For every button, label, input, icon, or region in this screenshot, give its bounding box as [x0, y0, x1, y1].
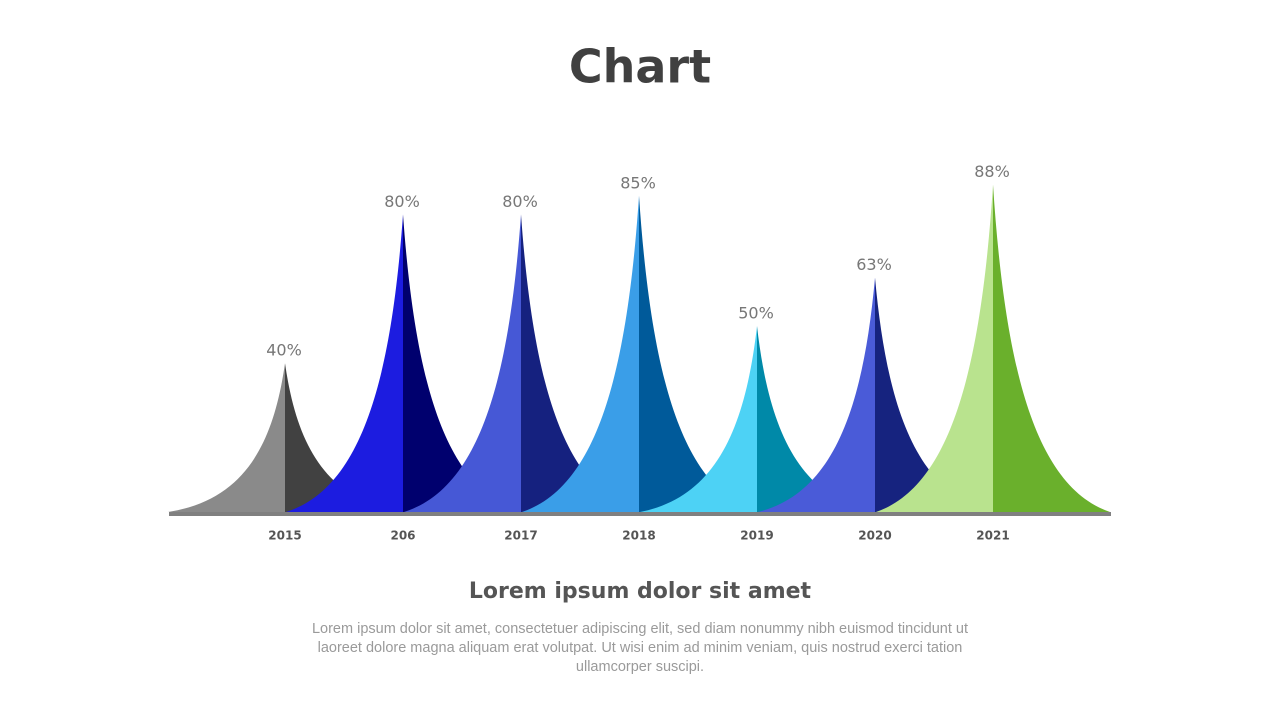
peak-left: [522, 195, 639, 513]
x-tick-label: 2017: [504, 529, 537, 543]
peak-left: [168, 363, 285, 512]
value-label: 50%: [738, 304, 774, 323]
peak-right: [285, 363, 402, 512]
peak-right: [993, 184, 1110, 512]
peak-right: [521, 214, 638, 512]
peak-left: [286, 214, 403, 512]
value-label: 40%: [266, 341, 302, 360]
peak-right: [875, 277, 992, 512]
value-label: 85%: [620, 173, 656, 192]
value-label: 63%: [856, 255, 892, 274]
plot: 40% 80% 80% 85% 50% 63% 88%: [168, 162, 1110, 513]
x-tick-label: 206: [390, 529, 415, 543]
value-label: 80%: [384, 192, 420, 211]
peak-left: [404, 214, 521, 512]
x-tick-label: 2018: [622, 529, 655, 543]
chart-title: Chart: [569, 40, 711, 94]
value-label: 80%: [502, 192, 538, 211]
x-tick-label: 2020: [858, 529, 891, 543]
peak-left: [758, 277, 875, 512]
subtitle: Lorem ipsum dolor sit amet: [469, 579, 812, 604]
peak-left: [876, 184, 993, 512]
value-label: 88%: [974, 162, 1010, 181]
x-tick-label: 2015: [268, 529, 301, 543]
peak-right: [639, 195, 756, 513]
x-tick-label: 2021: [976, 529, 1009, 543]
peak-right: [403, 214, 520, 512]
peak-left: [640, 326, 757, 512]
peak-right: [757, 326, 874, 512]
x-tick-label: 2019: [740, 529, 773, 543]
body-text: Lorem ipsum dolor sit amet, consectetuer…: [311, 621, 969, 675]
